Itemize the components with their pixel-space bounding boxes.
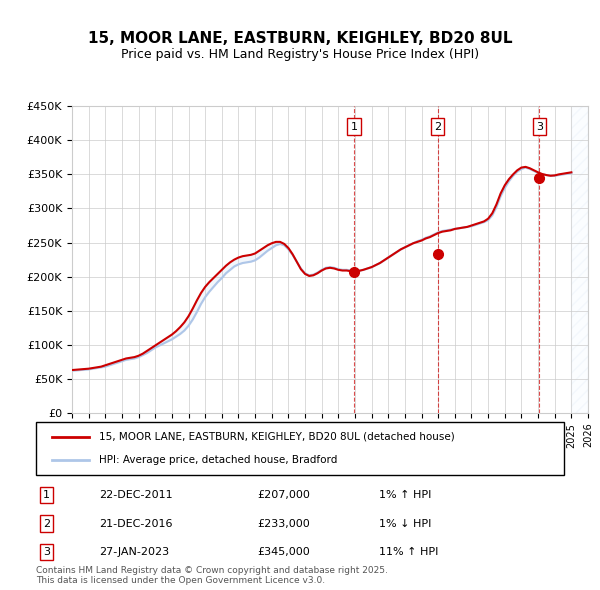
FancyBboxPatch shape: [36, 422, 564, 475]
Text: Contains HM Land Registry data © Crown copyright and database right 2025.
This d: Contains HM Land Registry data © Crown c…: [36, 566, 388, 585]
Text: 1: 1: [351, 122, 358, 132]
Text: 1% ↑ HPI: 1% ↑ HPI: [379, 490, 431, 500]
Text: 2: 2: [434, 122, 441, 132]
Text: 27-JAN-2023: 27-JAN-2023: [100, 547, 169, 557]
Text: 3: 3: [536, 122, 543, 132]
Text: 22-DEC-2011: 22-DEC-2011: [100, 490, 173, 500]
Text: 1: 1: [43, 490, 50, 500]
Text: 21-DEC-2016: 21-DEC-2016: [100, 519, 173, 529]
Text: HPI: Average price, detached house, Bradford: HPI: Average price, detached house, Brad…: [100, 455, 338, 465]
Text: £207,000: £207,000: [258, 490, 311, 500]
Text: 15, MOOR LANE, EASTBURN, KEIGHLEY, BD20 8UL (detached house): 15, MOOR LANE, EASTBURN, KEIGHLEY, BD20 …: [100, 432, 455, 442]
Text: 3: 3: [43, 547, 50, 557]
Text: £233,000: £233,000: [258, 519, 311, 529]
Text: 2: 2: [43, 519, 50, 529]
Text: 11% ↑ HPI: 11% ↑ HPI: [379, 547, 439, 557]
Text: 15, MOOR LANE, EASTBURN, KEIGHLEY, BD20 8UL: 15, MOOR LANE, EASTBURN, KEIGHLEY, BD20 …: [88, 31, 512, 46]
Text: Price paid vs. HM Land Registry's House Price Index (HPI): Price paid vs. HM Land Registry's House …: [121, 48, 479, 61]
Text: £345,000: £345,000: [258, 547, 311, 557]
Text: 1% ↓ HPI: 1% ↓ HPI: [379, 519, 431, 529]
